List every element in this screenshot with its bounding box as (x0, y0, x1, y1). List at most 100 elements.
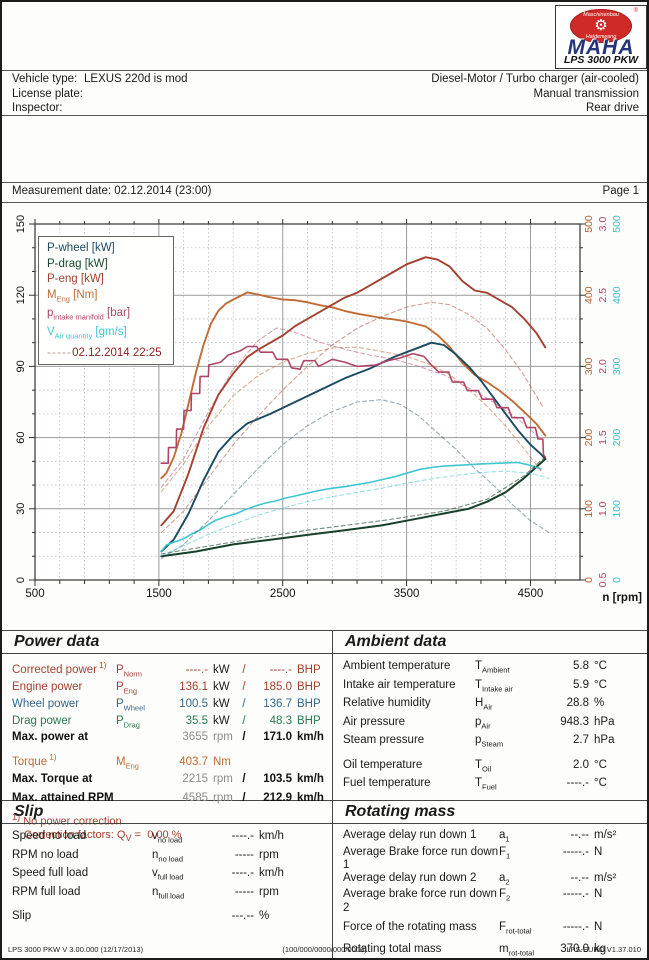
inspector-row: Inspector: (12, 101, 639, 116)
row-label: Relative humidity (343, 697, 431, 709)
curve-p-drag-ref (160, 456, 546, 555)
unit: N (594, 888, 603, 901)
curve-p-wheel (160, 341, 547, 553)
right-axis-nm-tick-label: 300 (583, 357, 595, 375)
table-row: Relative humidity HAir 28.8% (343, 696, 643, 715)
row-label: Slip (12, 910, 32, 922)
row-label: Steam pressure (343, 734, 425, 746)
value-primary: 35.5 (185, 714, 208, 727)
table-row: Max. power at 3655 rpm / 171.0 km/h (12, 731, 324, 745)
power-data-table: Corrected power 1) PNorm ----.- kW / ----.- BH… (12, 659, 324, 806)
unit-primary: Nm (213, 755, 231, 768)
table-row: RPM full load nfull load ----- rpm (12, 885, 324, 904)
symbol: TAmbient (475, 660, 510, 675)
right-axis-gms-tick-label: 500 (611, 215, 623, 233)
symbol: PWheel (116, 697, 145, 712)
row-label: Average Brake force run down 1 (343, 845, 499, 871)
table-row: Drag power PDrag 35.5 kW / 48.3 BHP (12, 715, 324, 732)
rotating-mass-table: Average delay run down 1 a1 --.-- m/s² Avera… (343, 829, 643, 958)
right-axis-nm-tick-label: 400 (583, 286, 595, 304)
right-axis-bar-tick-label: 2.5 (597, 288, 609, 303)
maha-logo-ellipse: Maschinenbau ⚙ Haldenwang (570, 9, 632, 43)
row-label: Drag power (12, 714, 72, 727)
unit: hPa (594, 715, 615, 728)
left-axis-tick-label: 120 (15, 286, 27, 304)
value-primary: ----.- (185, 663, 208, 676)
page-number: Page 1 (602, 185, 639, 197)
right-axis-bar-tick-label: 3.0 (597, 217, 609, 232)
value-primary: 100.5 (179, 697, 208, 710)
table-row: Max. attained RPM 4585 rpm / 212.9 km/h (12, 792, 324, 806)
ambient-data-section: Ambient data Ambient temperature TAmbient… (332, 631, 647, 849)
unit: °C (594, 660, 607, 672)
value: 28.8 (566, 697, 589, 709)
symbol: PDrag (116, 714, 140, 729)
row-label: RPM no load (12, 848, 79, 861)
value-primary: 136.1 (179, 680, 208, 693)
right-axis-bar-tick-label: 0.5 (597, 573, 609, 588)
left-axis-tick-label: 150 (15, 215, 27, 233)
symbol: mrot-total (499, 943, 535, 958)
row-label: Oil temperature (343, 758, 423, 771)
value: 5.8 (573, 660, 589, 672)
curve-v-air (160, 461, 542, 553)
table-row: Max. Torque at 2215 rpm / 103.5 km/h (12, 773, 324, 787)
curve-p-eng (160, 256, 547, 527)
table-row: Torque 1) MEng 403.7 Nm (12, 751, 324, 773)
footer-version-right: LPS-EURO V1.37.010 (566, 945, 641, 954)
footnote-no-correction: 1) No power correction (12, 811, 122, 828)
divider (2, 70, 647, 71)
table-row: Steam pressure pSteam 2.7 hPa (343, 733, 643, 752)
value-secondary: 136.7 (263, 697, 292, 710)
ambient-data-table: Ambient temperature TAmbient 5.8 °C Intake a… (343, 659, 643, 795)
right-axis-bar-tick-label: 2.0 (597, 359, 609, 374)
vehicle-type-row: Vehicle type: LEXUS 220d is mod (12, 72, 639, 87)
unit: rpm (259, 848, 279, 861)
unit: N (594, 920, 603, 933)
row-label: Average delay run down 1 (343, 829, 477, 841)
unit: % (594, 697, 605, 709)
unit: hPa (594, 734, 615, 746)
symbol: nno load (152, 848, 184, 863)
legend-item: VAir quantity [gm/s] (47, 326, 127, 341)
logo-ring-top-text: Maschinenbau (583, 12, 619, 18)
right-axis-nm-tick-label: 500 (583, 215, 595, 233)
unit-primary: rpm (213, 792, 233, 805)
row-label: Speed full load (12, 867, 89, 879)
row-label: Max. attained RPM (12, 792, 114, 805)
footer-center: (100/000/0000/000/0000) (282, 945, 367, 954)
table-row: Corrected power 1) PNorm ----.- kW / ----.- BH… (12, 659, 324, 681)
table-row: Average Brake force run down 1 F1 -----.- N (343, 846, 643, 872)
symbol: pSteam (475, 734, 504, 749)
slash: / (242, 663, 246, 676)
divider (2, 182, 647, 183)
footer-version-left: LPS 3000 PKW V 3.00.000 (12/17/2013) (8, 945, 144, 954)
slip-title: Slip (14, 803, 44, 820)
unit: km/h (259, 830, 284, 842)
power-data-section: Power data Corrected power 1) PNorm ----.-… (2, 631, 332, 849)
slip-rotating-row: Slip Speed no load vno load ----.- km/h RPM … (2, 800, 647, 958)
legend-item: P-wheel [kW] (47, 242, 115, 254)
vehicle-type-value: LEXUS 220d is mod (84, 73, 188, 85)
row-label: Torque 1) (12, 752, 57, 768)
left-axis-tick-label: 90 (15, 360, 27, 372)
report-footer: (100/000/0000/000/0000) LPS 3000 PKW V 3… (8, 945, 641, 954)
table-row: Average delay run down 1 a1 --.-- m/s² (343, 829, 643, 846)
divider (2, 115, 647, 116)
value: ----.- (231, 830, 254, 842)
symbol: vfull load (152, 867, 184, 882)
transmission-line: Manual transmission (533, 87, 639, 100)
value-secondary: 103.5 (263, 772, 292, 785)
symbol: PEng (116, 680, 138, 696)
table-row: Oil temperature TOil 2.0 °C (343, 758, 643, 777)
right-axis-nm-tick-label: 0 (583, 577, 595, 583)
symbol: a2 (499, 871, 510, 887)
right-axis-gms-tick-label: 400 (611, 286, 623, 304)
value: ---.-- (231, 910, 254, 922)
x-axis-label: n [rpm] (602, 592, 642, 604)
ambient-data-title: Ambient data (345, 633, 447, 650)
curve-p-eng-ref (160, 301, 544, 534)
legend-item: pintake manifold [bar] (47, 307, 131, 322)
power-footnote: 1) No power correction Correction factor… (12, 811, 324, 845)
